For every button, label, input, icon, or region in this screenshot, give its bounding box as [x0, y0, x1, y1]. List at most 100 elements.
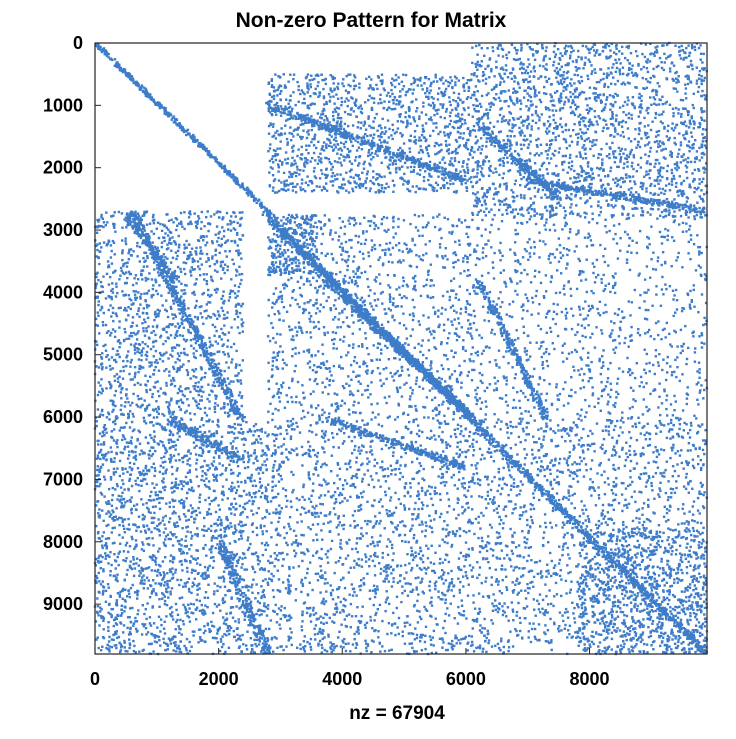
- nonzero-mark: [334, 146, 337, 149]
- nonzero-mark: [488, 57, 492, 60]
- nonzero-mark: [127, 350, 130, 353]
- nonzero-mark: [701, 133, 704, 136]
- nonzero-mark: [659, 120, 663, 123]
- nonzero-mark: [198, 267, 201, 271]
- nonzero-mark: [109, 304, 112, 307]
- nonzero-mark: [307, 144, 311, 147]
- nonzero-mark: [223, 317, 227, 320]
- nonzero-mark: [682, 123, 686, 126]
- nonzero-mark: [223, 411, 227, 414]
- nonzero-mark: [350, 140, 353, 144]
- nonzero-mark: [229, 389, 232, 392]
- nonzero-mark: [128, 461, 132, 465]
- nonzero-mark: [267, 132, 271, 135]
- nonzero-mark: [320, 73, 323, 76]
- nonzero-mark: [339, 122, 342, 125]
- nonzero-mark: [556, 174, 560, 177]
- nonzero-mark: [129, 365, 132, 368]
- nonzero-mark: [184, 283, 187, 287]
- nonzero-mark: [637, 127, 641, 130]
- nonzero-mark: [322, 107, 325, 111]
- nonzero-mark: [673, 177, 676, 180]
- nonzero-mark: [574, 95, 577, 98]
- nonzero-mark: [112, 214, 115, 217]
- nonzero-mark: [591, 144, 594, 148]
- nonzero-mark: [380, 73, 384, 76]
- nonzero-mark: [603, 85, 606, 88]
- nonzero-mark: [129, 272, 132, 276]
- nonzero-mark: [220, 243, 224, 246]
- nonzero-mark: [682, 134, 685, 137]
- nonzero-mark: [157, 369, 161, 372]
- nonzero-mark: [630, 71, 634, 74]
- nonzero-mark: [131, 401, 134, 405]
- nonzero-mark: [200, 417, 204, 420]
- nonzero-mark: [442, 82, 445, 85]
- nonzero-mark: [520, 61, 523, 64]
- nonzero-mark: [617, 121, 621, 124]
- nonzero-mark: [471, 46, 474, 49]
- nonzero-mark: [398, 103, 401, 106]
- nonzero-mark: [479, 152, 482, 155]
- nonzero-mark: [681, 194, 684, 198]
- nonzero-mark: [646, 160, 649, 163]
- nonzero-mark: [98, 291, 101, 295]
- nonzero-mark: [664, 102, 667, 105]
- nonzero-mark: [149, 388, 152, 391]
- nonzero-mark: [628, 152, 632, 156]
- nonzero-mark: [570, 140, 574, 143]
- nonzero-mark: [659, 179, 662, 182]
- nonzero-mark: [139, 479, 143, 482]
- nonzero-mark: [430, 119, 433, 122]
- nonzero-mark: [122, 263, 125, 266]
- nonzero-mark: [593, 54, 596, 57]
- nonzero-mark: [106, 647, 109, 651]
- nonzero-mark: [619, 158, 622, 161]
- nonzero-mark: [531, 53, 535, 56]
- nonzero-mark: [483, 193, 486, 197]
- nonzero-mark: [205, 529, 209, 532]
- nonzero-mark: [532, 67, 535, 70]
- nonzero-mark: [541, 43, 544, 47]
- nonzero-mark: [484, 202, 487, 206]
- nonzero-mark: [152, 213, 155, 217]
- nonzero-mark: [656, 179, 659, 183]
- nonzero-mark: [237, 394, 241, 397]
- nonzero-mark: [99, 482, 102, 486]
- nonzero-mark: [100, 392, 103, 395]
- nonzero-mark: [100, 357, 104, 360]
- nonzero-mark: [318, 185, 321, 188]
- nonzero-mark: [240, 318, 243, 321]
- nonzero-mark: [556, 202, 559, 205]
- nonzero-mark: [595, 81, 599, 84]
- nonzero-mark: [140, 272, 143, 276]
- nonzero-mark: [183, 211, 186, 214]
- nonzero-mark: [460, 117, 464, 121]
- nonzero-mark: [584, 147, 587, 150]
- nonzero-mark: [684, 158, 687, 161]
- nonzero-mark: [520, 66, 524, 69]
- nonzero-mark: [336, 116, 340, 120]
- nonzero-mark: [610, 42, 613, 45]
- nonzero-mark: [332, 77, 335, 80]
- nonzero-mark: [213, 352, 216, 356]
- nonzero-mark: [238, 458, 242, 461]
- nonzero-mark: [215, 329, 218, 333]
- nonzero-mark: [621, 119, 625, 123]
- nonzero-mark: [293, 159, 296, 162]
- nonzero-mark: [230, 345, 233, 349]
- nonzero-mark: [160, 245, 163, 249]
- nonzero-mark: [213, 407, 217, 410]
- nonzero-mark: [382, 107, 386, 110]
- nonzero-mark: [559, 74, 562, 78]
- nonzero-mark: [674, 44, 677, 47]
- nonzero-mark: [149, 347, 153, 351]
- nonzero-mark: [561, 82, 564, 86]
- nonzero-mark: [303, 162, 306, 165]
- nonzero-mark: [402, 183, 405, 186]
- nonzero-mark: [700, 152, 703, 155]
- nonzero-mark: [618, 70, 621, 73]
- nonzero-mark: [604, 119, 607, 123]
- nonzero-mark: [702, 128, 705, 131]
- nonzero-mark: [533, 186, 536, 190]
